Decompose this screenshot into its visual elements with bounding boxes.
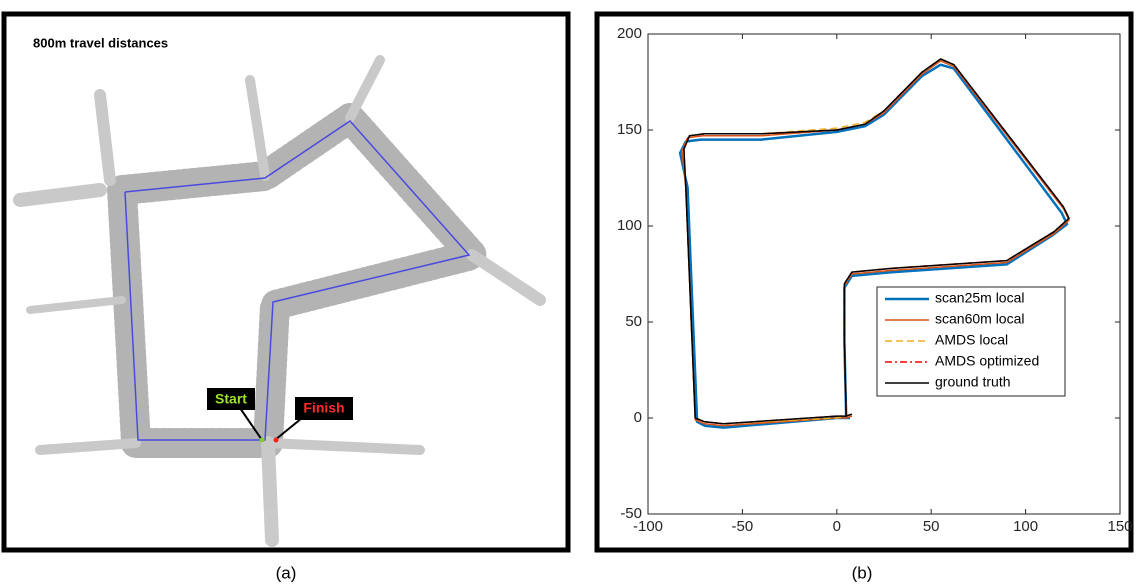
x-tick-label: 100 bbox=[1013, 518, 1038, 535]
legend-label: scan25m local bbox=[935, 290, 1025, 306]
x-tick-label: 50 bbox=[923, 518, 940, 535]
y-tick-label: -50 bbox=[620, 505, 642, 522]
map-title: 800m travel distances bbox=[33, 35, 168, 50]
figure: 800m travel distances Start Finish (a) (… bbox=[0, 0, 1138, 588]
legend-label: ground truth bbox=[935, 374, 1011, 390]
y-tick-label: 150 bbox=[617, 121, 642, 138]
x-tick-label: 150 bbox=[1107, 518, 1132, 535]
caption-b: (b) bbox=[852, 563, 873, 582]
y-tick-label: 0 bbox=[634, 409, 642, 426]
y-tick-label: 200 bbox=[617, 25, 642, 42]
legend-label: AMDS local bbox=[935, 332, 1008, 348]
finish-label: Finish bbox=[303, 400, 344, 416]
legend-label: scan60m local bbox=[935, 311, 1025, 327]
y-tick-label: 100 bbox=[617, 217, 642, 234]
y-tick-label: 50 bbox=[625, 313, 642, 330]
start-dot bbox=[260, 438, 265, 443]
panel-a-frame bbox=[4, 14, 568, 550]
finish-dot bbox=[274, 438, 279, 443]
start-label: Start bbox=[215, 391, 247, 407]
x-tick-label: 0 bbox=[833, 518, 841, 535]
caption-a: (a) bbox=[276, 563, 297, 582]
x-tick-label: -50 bbox=[732, 518, 754, 535]
legend-label: AMDS optimized bbox=[935, 353, 1039, 369]
